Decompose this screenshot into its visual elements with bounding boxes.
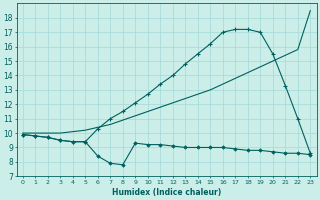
X-axis label: Humidex (Indice chaleur): Humidex (Indice chaleur) xyxy=(112,188,221,197)
